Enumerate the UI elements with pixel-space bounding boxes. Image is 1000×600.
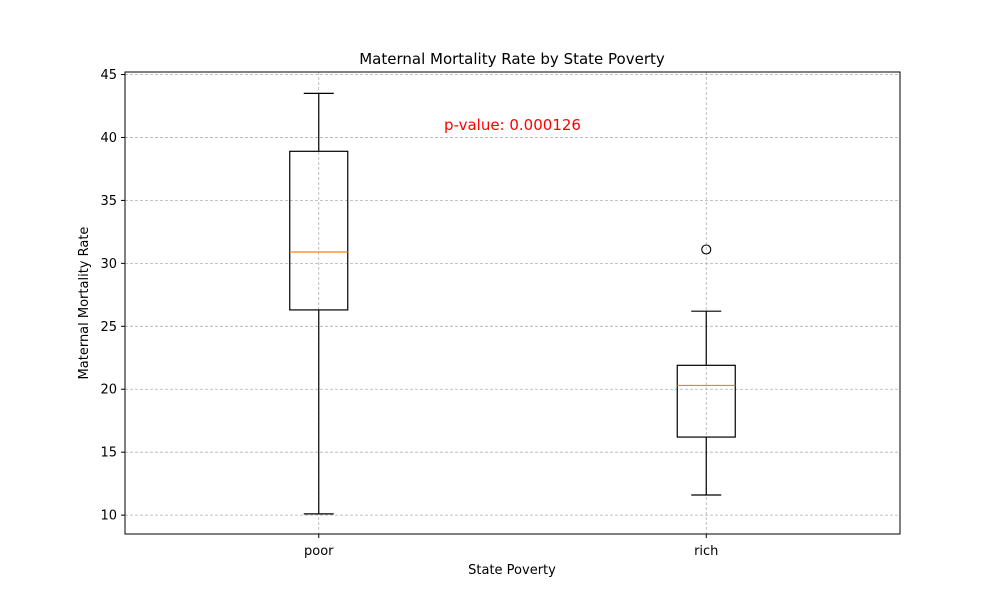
box-iqr bbox=[289, 150, 349, 311]
y-tick-label: 35 bbox=[100, 194, 117, 209]
y-tick-label: 20 bbox=[100, 383, 117, 398]
y-tick-label: 40 bbox=[100, 131, 117, 146]
y-tick-label: 10 bbox=[100, 509, 117, 524]
x-tick-label: rich bbox=[694, 544, 718, 559]
y-tick-label: 45 bbox=[100, 68, 117, 83]
box-plots bbox=[289, 92, 736, 515]
plot-frame bbox=[124, 71, 901, 535]
x-axis-label: State Poverty bbox=[468, 563, 556, 578]
y-tick-label: 25 bbox=[100, 320, 117, 335]
chart-title: Maternal Mortality Rate by State Poverty bbox=[359, 50, 665, 68]
box-iqr bbox=[676, 364, 736, 438]
axis-ticks: 10 15 20 25 30 35 40 45 poor rich bbox=[100, 68, 718, 559]
y-axis-label: Maternal Mortality Rate bbox=[77, 227, 92, 380]
y-tick-label: 30 bbox=[100, 257, 117, 272]
p-value-annotation: p-value: 0.000126 bbox=[444, 116, 581, 134]
outlier-point bbox=[701, 244, 712, 255]
grid-lines bbox=[125, 72, 900, 534]
y-tick-label: 15 bbox=[100, 446, 117, 461]
x-tick-label: poor bbox=[304, 544, 334, 559]
